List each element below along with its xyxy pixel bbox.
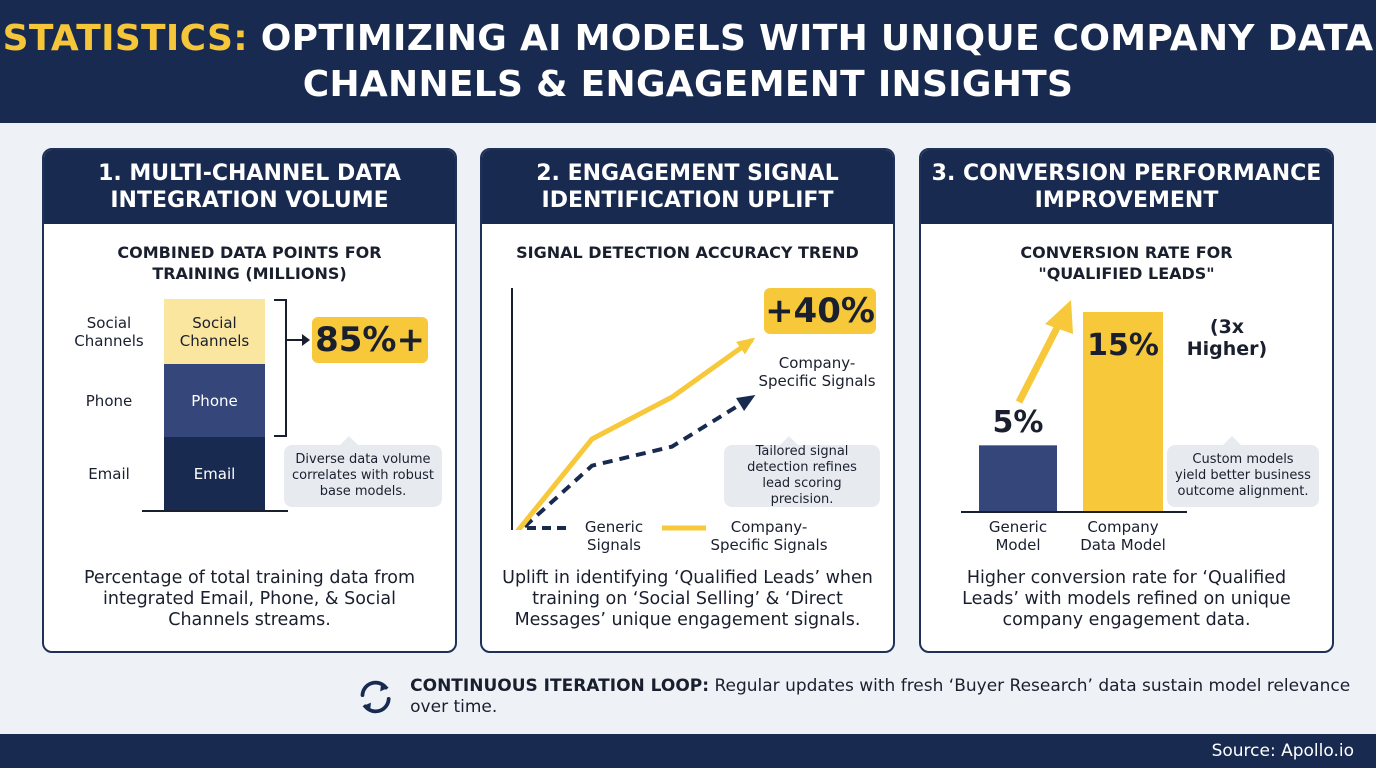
panel-footer: Percentage of total training data from i… [83, 568, 416, 630]
share-badge: 85%+ [312, 317, 428, 363]
panel-heading: 1. MULTI-CHANNEL DATA INTEGRATION VOLUME [44, 150, 455, 224]
growth-arrow [1015, 318, 1065, 404]
bar [1083, 312, 1163, 512]
callout-note: Diverse data volume correlates with robu… [284, 436, 442, 507]
page-title-line-1: STATISTICS: OPTIMIZING AI MODELS WITH UN… [3, 16, 1374, 62]
chart-baseline [142, 510, 288, 512]
legend-swatch [662, 525, 706, 531]
series-arrowhead [736, 337, 756, 355]
chart-subtitle: SIGNAL DETECTION ACCURACY TREND [516, 243, 859, 262]
bar-chart [961, 300, 1187, 513]
iteration-loop-body: Regular updates with fresh ‘Buyer Resear… [410, 676, 1351, 717]
series-arrowhead [736, 395, 756, 412]
page-footer: Source: Apollo.io [0, 734, 1376, 768]
bar [979, 445, 1057, 512]
series-line-generic [517, 395, 754, 530]
panel-heading: 2. ENGAGEMENT SIGNAL IDENTIFICATION UPLI… [482, 150, 893, 224]
title-accent: STATISTICS: [2, 17, 248, 59]
panel-conversion: 3. CONVERSION PERFORMANCE IMPROVEMENT CO… [919, 148, 1334, 653]
stacked-bar-segment: Email [164, 437, 265, 510]
stack-category-label: Phone [85, 391, 133, 410]
panel-heading-text: 3. CONVERSION PERFORMANCE IMPROVEMENT [931, 161, 1322, 213]
iteration-loop-text: CONTINUOUS ITERATION LOOP: Regular updat… [410, 676, 1376, 718]
growth-arrowhead [1045, 300, 1073, 334]
iteration-loop-note: CONTINUOUS ITERATION LOOP: Regular updat… [355, 675, 1376, 719]
panel-heading: 3. CONVERSION PERFORMANCE IMPROVEMENT [921, 150, 1332, 224]
multiplier-note: (3x Higher) [1186, 316, 1268, 360]
series-line-company [515, 337, 754, 530]
bar-value-label: 15% [1087, 328, 1159, 363]
uplift-badge: +40% [764, 288, 876, 334]
legend-label: Generic Signals [584, 518, 644, 554]
legend-label: Company- Specific Signals [710, 518, 828, 554]
panel-footer: Higher conversion rate for ‘Qualified Le… [962, 568, 1291, 630]
panel-signal-uplift: 2. ENGAGEMENT SIGNAL IDENTIFICATION UPLI… [480, 148, 895, 653]
stack-category-label: Social Channels [74, 313, 144, 350]
refresh-icon [360, 680, 391, 714]
bar-category-label: Generic Model [988, 518, 1048, 554]
panel-data-integration: 1. MULTI-CHANNEL DATA INTEGRATION VOLUME… [42, 148, 457, 653]
line-chart [511, 288, 756, 530]
stack-category-label: Email [88, 464, 130, 483]
panel-heading-text: 1. MULTI-CHANNEL DATA INTEGRATION VOLUME [98, 161, 401, 213]
panel-heading-text: 2. ENGAGEMENT SIGNAL IDENTIFICATION UPLI… [536, 161, 839, 213]
chart-subtitle: CONVERSION RATE FOR "QUALIFIED LEADS" [1020, 243, 1233, 283]
page-header: STATISTICS: OPTIMIZING AI MODELS WITH UN… [0, 0, 1376, 123]
panel-footer: Uplift in identifying ‘Qualified Leads’ … [502, 568, 873, 630]
chart-subtitle: COMBINED DATA POINTS FOR TRAINING (MILLI… [117, 243, 382, 283]
bar-value-label: 5% [992, 405, 1044, 441]
stacked-bar-segment: Phone [164, 364, 265, 437]
series-label: Company- Specific Signals [758, 354, 876, 390]
stacked-bar-segment: Social Channels [164, 299, 265, 364]
bar-category-label: Company Data Model [1080, 518, 1166, 554]
bracket-arrow [274, 299, 310, 437]
source-credit: Source: Apollo.io [1211, 741, 1354, 761]
iteration-loop-label: CONTINUOUS ITERATION LOOP: [410, 676, 710, 696]
callout-note: Tailored signal detection refines lead s… [724, 436, 880, 507]
page-title-line-2: CHANNELS & ENGAGEMENT INSIGHTS [302, 63, 1074, 105]
callout-note: Custom models yield better business outc… [1167, 436, 1319, 507]
title-rest: OPTIMIZING AI MODELS WITH UNIQUE COMPANY… [260, 17, 1374, 59]
legend-swatch [527, 526, 571, 530]
